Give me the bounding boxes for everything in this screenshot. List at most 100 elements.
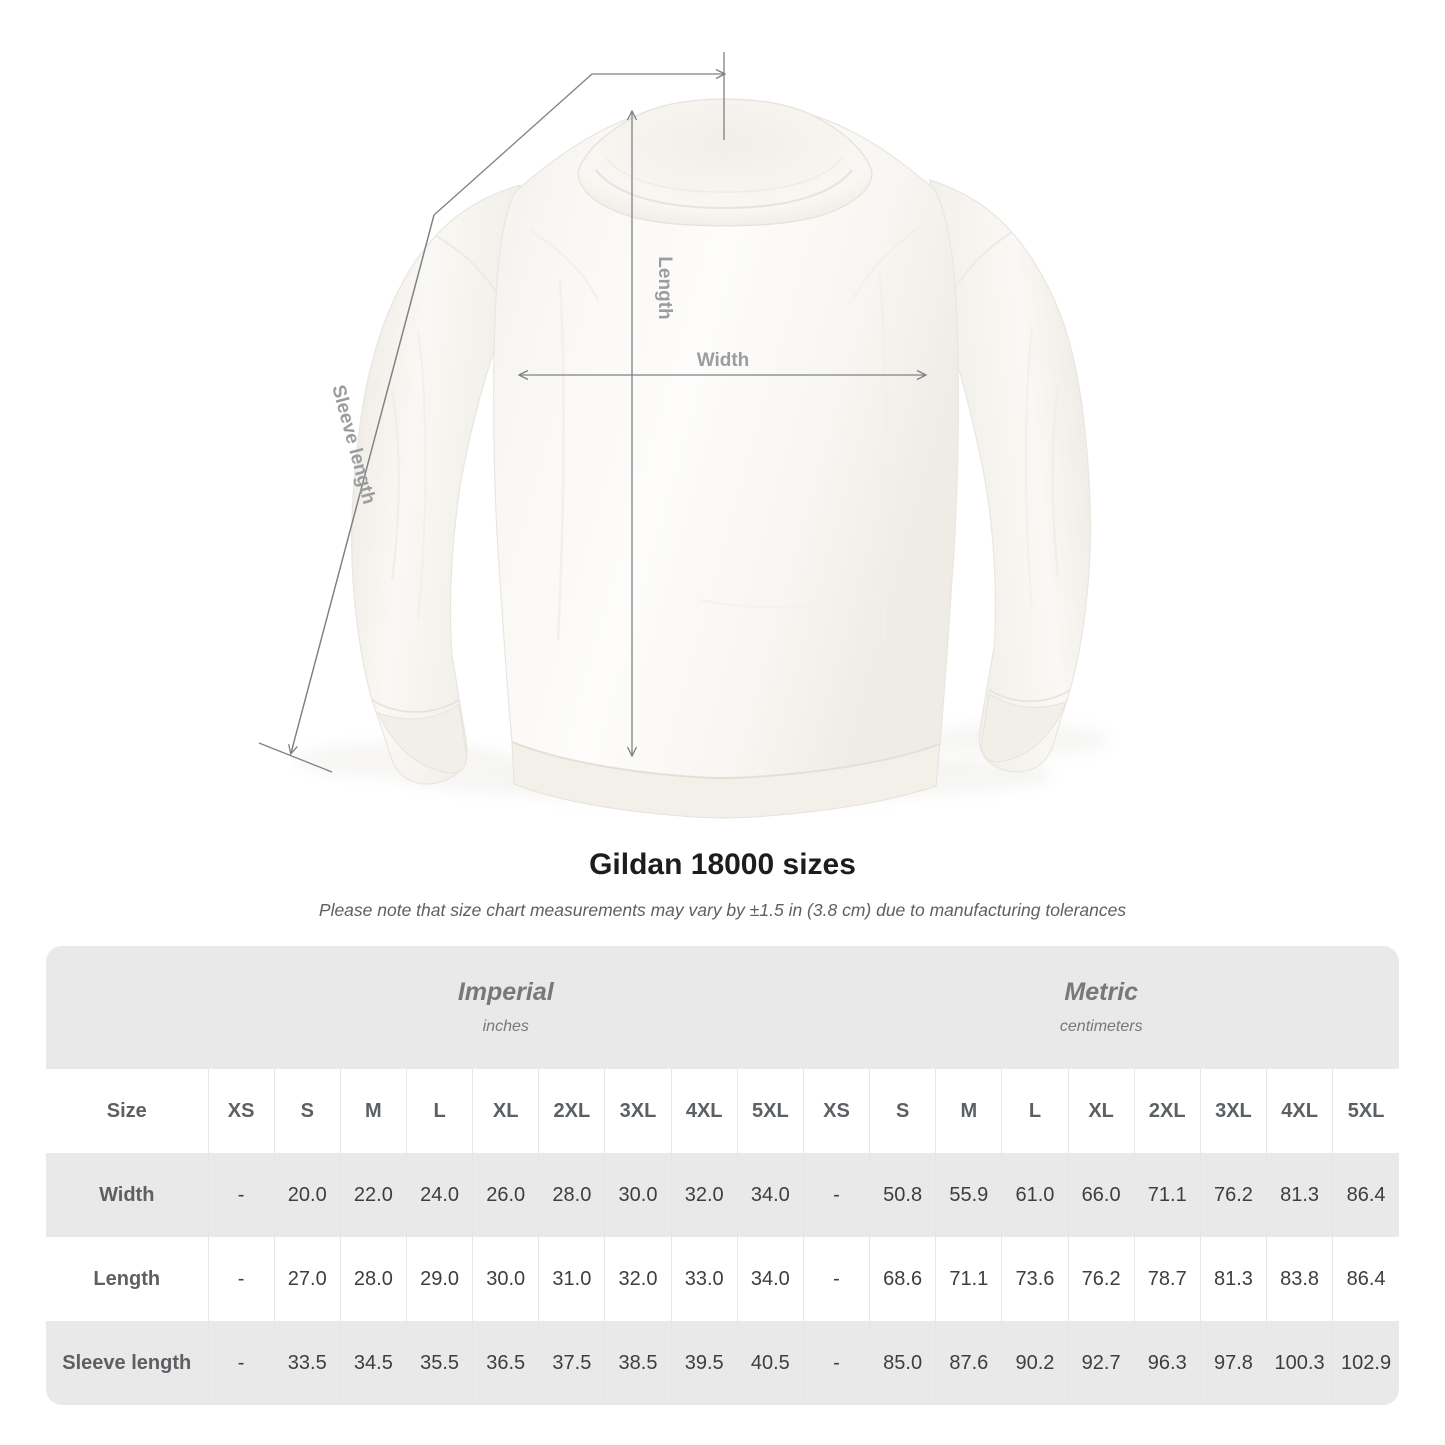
unit-name-metric: Metric (1064, 977, 1139, 1006)
column-header-metric-5xl: 5XL (1332, 1069, 1399, 1153)
cell-metric: 87.6 (935, 1321, 1003, 1405)
cell-metric: 100.3 (1266, 1321, 1334, 1405)
cell-imperial: - (208, 1153, 275, 1237)
cell-metric: 71.1 (1134, 1153, 1201, 1237)
cell-imperial: - (208, 1321, 275, 1405)
cell-metric: 86.4 (1332, 1153, 1399, 1237)
column-header-imperial-l: L (406, 1069, 474, 1153)
cell-metric: 102.9 (1332, 1321, 1399, 1405)
size-chart-table: Imperial inches Metric centimeters Size … (46, 946, 1399, 1405)
unit-sub-imperial: inches (482, 1017, 529, 1035)
garment-illustration: Length Width Sleeve length (258, 52, 1110, 819)
column-header-metric-2xl: 2XL (1134, 1069, 1201, 1153)
table-row: Width -20.0 22.0 24.0 26.0 28.0 30.0 32.0 34.0-5… (46, 1153, 1399, 1237)
cell-imperial: 40.5 (737, 1321, 804, 1405)
cell-metric: 78.7 (1134, 1237, 1201, 1321)
sweatshirt-diagram: Length Width Sleeve length (258, 52, 1110, 819)
cell-metric: 83.8 (1266, 1237, 1334, 1321)
column-header-metric-4xl: 4XL (1266, 1069, 1334, 1153)
column-header-metric-l: L (1001, 1069, 1069, 1153)
column-header-size: Size (46, 1069, 209, 1153)
cell-imperial: 22.0 (340, 1153, 407, 1237)
column-header-metric-xl: XL (1068, 1069, 1135, 1153)
column-header-imperial-xs: XS (208, 1069, 275, 1153)
cell-imperial: 34.0 (737, 1237, 804, 1321)
cell-imperial: 26.0 (472, 1153, 540, 1237)
column-header-imperial-s: S (274, 1069, 341, 1153)
unit-band-spacer (46, 946, 208, 1069)
cell-imperial: 30.0 (472, 1237, 540, 1321)
cell-imperial: 24.0 (406, 1153, 474, 1237)
table-row: Sleeve length -33.5 34.5 35.5 36.5 37.5 38.5 39… (46, 1321, 1399, 1405)
cell-metric: 90.2 (1001, 1321, 1069, 1405)
unit-group-imperial: Imperial inches (208, 946, 804, 1069)
unit-sub-metric: centimeters (1059, 1017, 1143, 1035)
cell-metric: 96.3 (1134, 1321, 1201, 1405)
column-header-imperial-2xl: 2XL (538, 1069, 606, 1153)
cell-metric: 76.2 (1200, 1153, 1268, 1237)
column-header-imperial-xl: XL (472, 1069, 540, 1153)
cell-metric: 66.0 (1068, 1153, 1135, 1237)
cell-metric: 61.0 (1001, 1153, 1069, 1237)
column-header-imperial-m: M (340, 1069, 407, 1153)
table-row: Length -27.0 28.0 29.0 30.0 31.0 32.0 33.0 34.0-… (46, 1237, 1399, 1321)
left-sleeve (351, 184, 523, 785)
cell-metric: 86.4 (1332, 1237, 1399, 1321)
table-header-row: Size XS S M L XL 2XL 3XL 4XL 5XL XS S M L XL 2XL 3XL 4XL… (46, 1069, 1399, 1153)
cell-metric: 81.3 (1266, 1153, 1334, 1237)
cell-imperial: 37.5 (538, 1321, 606, 1405)
cell-imperial: 20.0 (274, 1153, 341, 1237)
cell-imperial: 30.0 (604, 1153, 672, 1237)
column-header-imperial-4xl: 4XL (671, 1069, 738, 1153)
cell-metric: 50.8 (869, 1153, 937, 1237)
cell-metric: 92.7 (1068, 1321, 1135, 1405)
cell-imperial: 34.5 (340, 1321, 407, 1405)
cell-imperial: - (208, 1237, 275, 1321)
cell-imperial: 36.5 (472, 1321, 540, 1405)
cell-metric: 71.1 (935, 1237, 1003, 1321)
length-label: Length (654, 256, 675, 319)
cell-metric: 73.6 (1001, 1237, 1069, 1321)
column-header-imperial-5xl: 5XL (737, 1069, 804, 1153)
cell-imperial: 35.5 (406, 1321, 474, 1405)
cell-imperial: 28.0 (340, 1237, 407, 1321)
cell-imperial: 27.0 (274, 1237, 341, 1321)
cell-metric: 81.3 (1200, 1237, 1268, 1321)
title-block: Gildan 18000 sizes Please note that size… (0, 845, 1445, 925)
cell-imperial: 38.5 (604, 1321, 672, 1405)
measurement-lines (258, 52, 925, 773)
cell-metric: 76.2 (1068, 1237, 1135, 1321)
unit-header-band: Imperial inches Metric centimeters (46, 946, 1399, 1069)
cell-imperial: 32.0 (604, 1237, 672, 1321)
column-header-metric-s: S (869, 1069, 937, 1153)
cell-metric: - (803, 1153, 871, 1237)
unit-group-metric: Metric centimeters (804, 946, 1400, 1069)
row-label-length: Length (46, 1237, 209, 1321)
row-label-width: Width (46, 1153, 209, 1237)
column-header-imperial-3xl: 3XL (604, 1069, 672, 1153)
tolerance-note: Please note that size chart measurements… (318, 900, 1127, 920)
cell-metric: - (803, 1237, 871, 1321)
cell-metric: 68.6 (869, 1237, 937, 1321)
column-header-metric-3xl: 3XL (1200, 1069, 1268, 1153)
unit-name-imperial: Imperial (457, 977, 554, 1006)
cell-metric: 55.9 (935, 1153, 1003, 1237)
column-header-metric-m: M (935, 1069, 1003, 1153)
cell-imperial: 33.0 (671, 1237, 738, 1321)
right-sleeve (927, 179, 1091, 773)
cell-imperial: 29.0 (406, 1237, 474, 1321)
cell-imperial: 33.5 (274, 1321, 341, 1405)
width-label: Width (697, 350, 750, 371)
cell-imperial: 32.0 (671, 1153, 738, 1237)
cell-imperial: 28.0 (538, 1153, 606, 1237)
cell-imperial: 31.0 (538, 1237, 606, 1321)
measurements-grid: Size XS S M L XL 2XL 3XL 4XL 5XL XS S M L XL 2XL 3XL 4XL… (46, 1069, 1399, 1405)
cell-metric: 85.0 (869, 1321, 937, 1405)
sleeve-length-line (258, 74, 724, 773)
cell-imperial: 39.5 (671, 1321, 738, 1405)
cell-metric: 97.8 (1200, 1321, 1268, 1405)
cell-imperial: 34.0 (737, 1153, 804, 1237)
column-header-metric-xs: XS (803, 1069, 871, 1153)
cell-metric: - (803, 1321, 871, 1405)
garment-body (493, 98, 959, 819)
